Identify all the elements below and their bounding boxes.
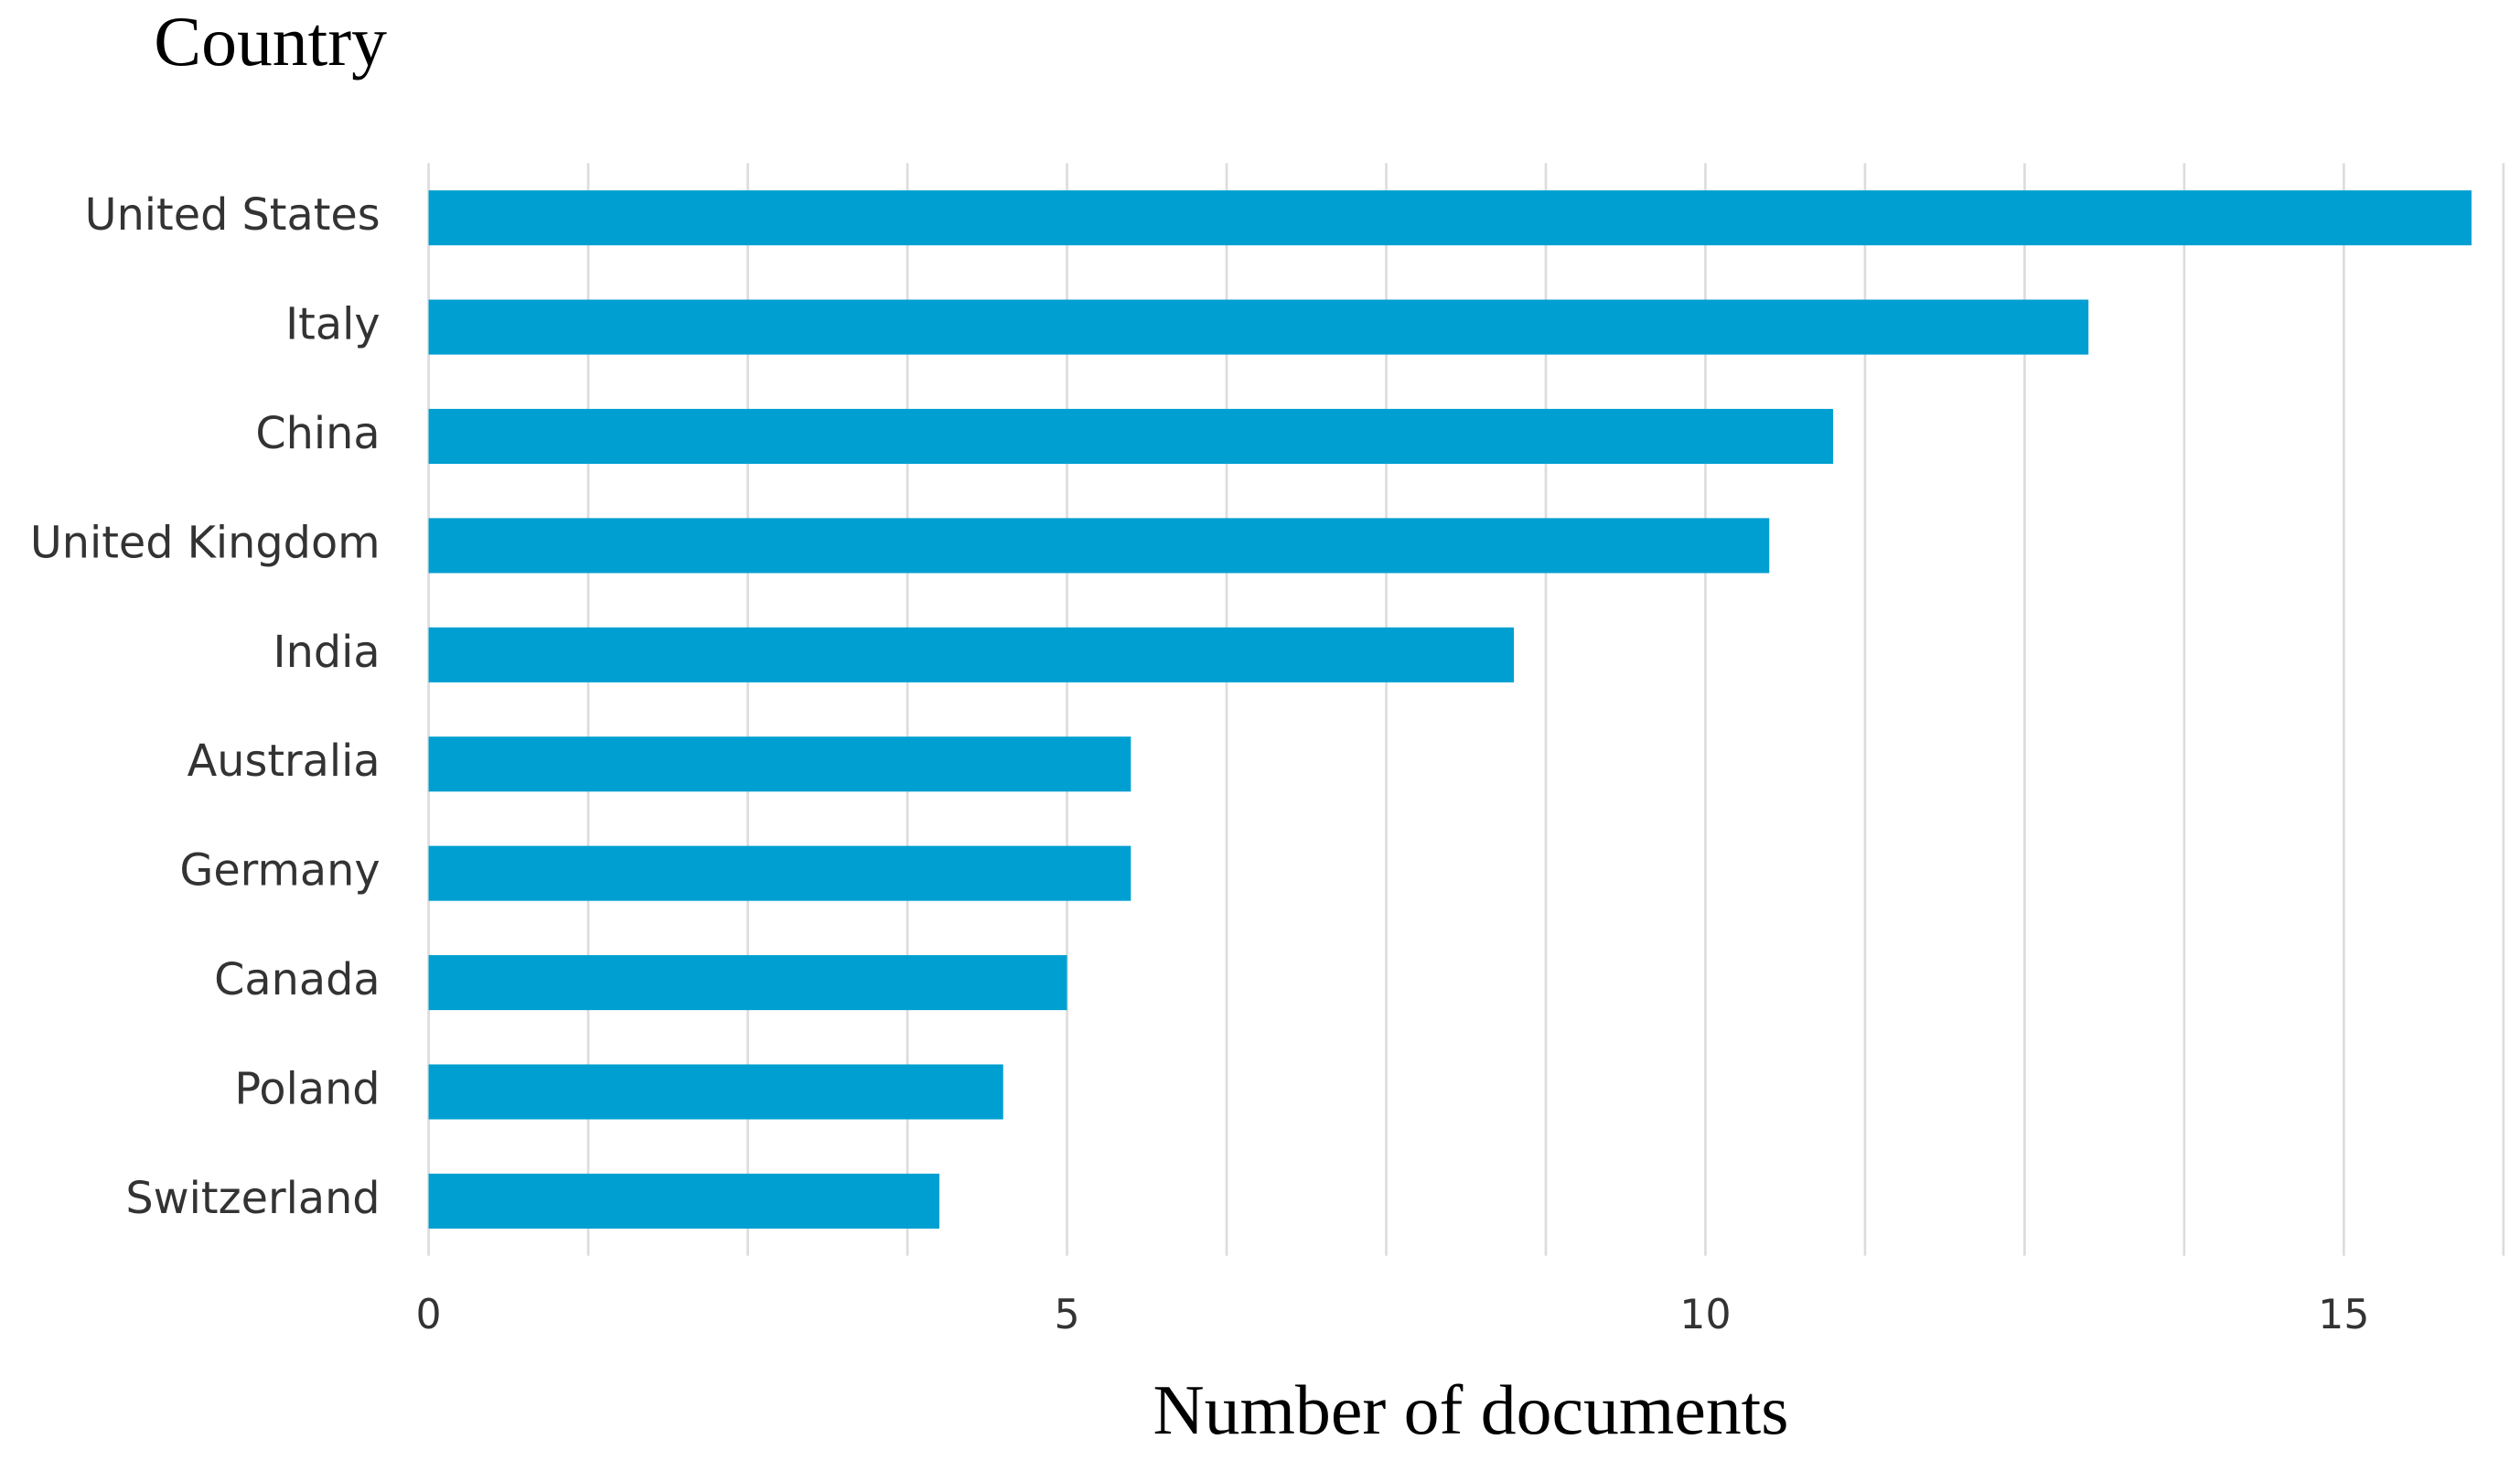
bar <box>428 627 1515 682</box>
y-tick-label: Canada <box>214 955 380 1005</box>
y-tick-label: United Kingdom <box>30 518 381 568</box>
y-tick-label: Switzerland <box>125 1174 380 1224</box>
y-tick-label: China <box>255 409 380 459</box>
bar <box>428 1064 1003 1120</box>
bar <box>428 955 1067 1011</box>
bar <box>428 190 2472 246</box>
chart-title: Country <box>154 2 387 81</box>
x-tick-label: 15 <box>2318 1292 2369 1338</box>
y-tick-label: Germany <box>179 846 380 897</box>
x-tick-label: 0 <box>416 1292 442 1338</box>
bar <box>428 1173 939 1229</box>
x-tick-label: 5 <box>1054 1292 1079 1338</box>
bar <box>428 299 2089 355</box>
x-axis-label: Number of documents <box>1153 1370 1789 1449</box>
x-tick-label: 10 <box>1679 1292 1731 1338</box>
y-tick-label: Italy <box>285 300 380 350</box>
y-tick-label: United States <box>85 190 381 241</box>
bar <box>428 408 1834 465</box>
y-tick-label: India <box>273 628 381 678</box>
y-tick-label: Australia <box>188 736 381 787</box>
bar <box>428 518 1770 574</box>
bar <box>428 845 1131 901</box>
bar <box>428 736 1131 792</box>
y-tick-label: Poland <box>234 1065 380 1115</box>
